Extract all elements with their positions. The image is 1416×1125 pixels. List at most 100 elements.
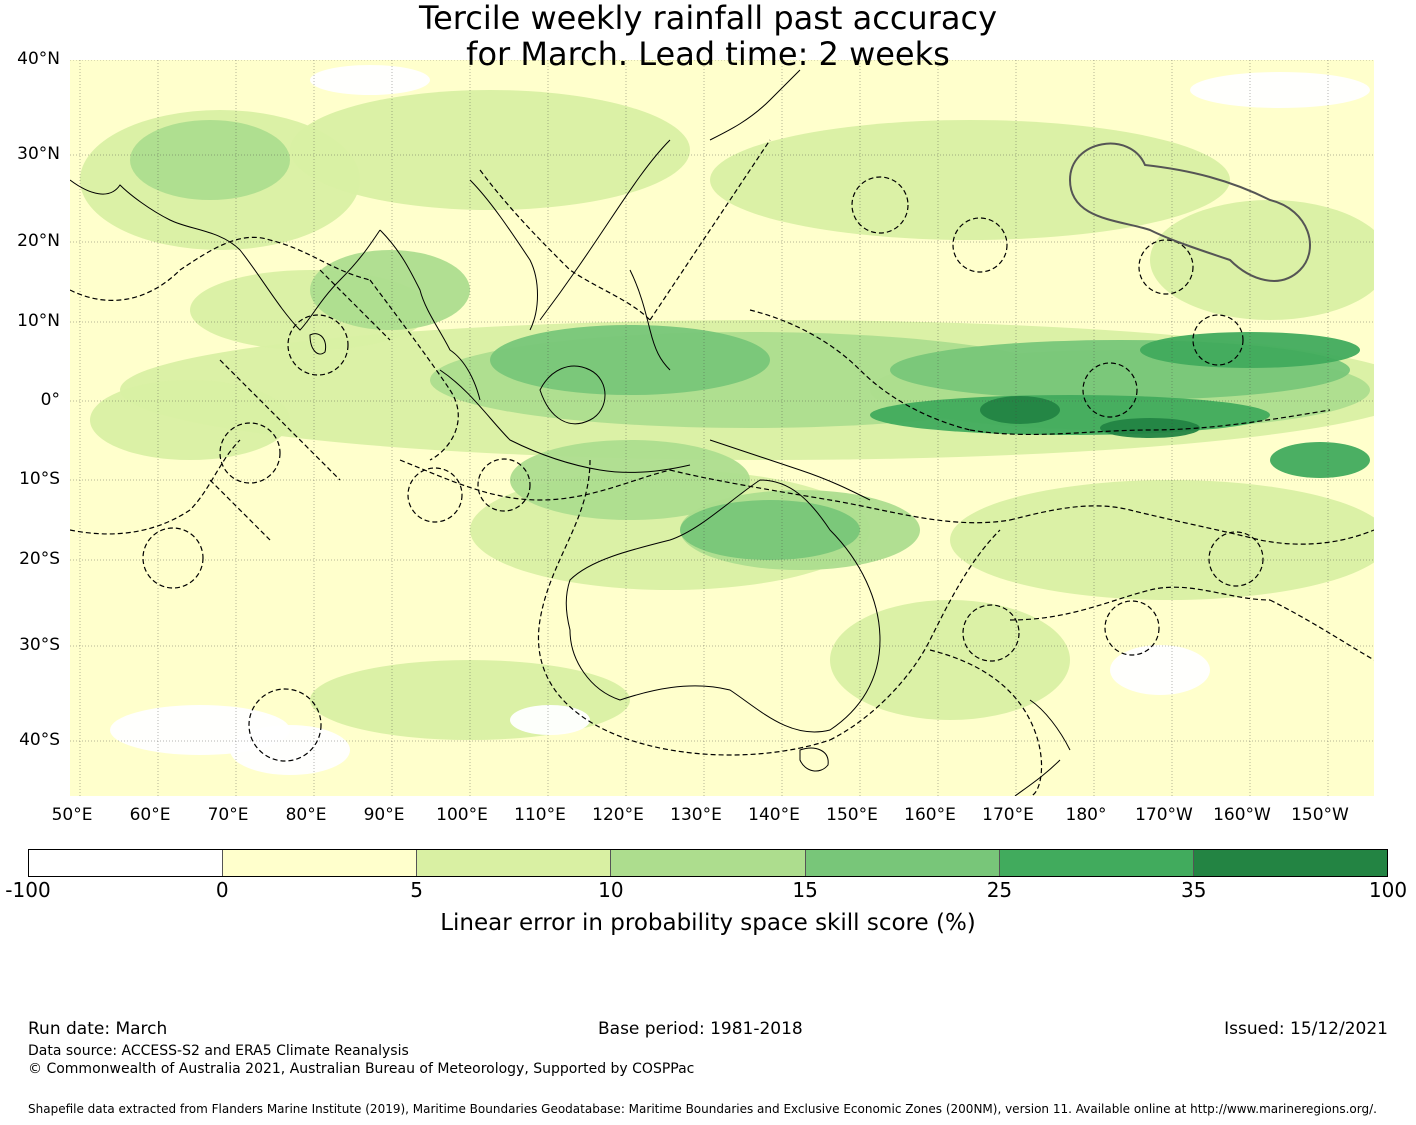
lat-label: 40°N [17,49,60,69]
data-source: Data source: ACCESS-S2 and ERA5 Climate … [28,1043,409,1059]
coastline [629,269,671,371]
eez-boundary [962,604,1020,662]
skill-region [1110,645,1210,695]
lon-label: 170°E [982,805,1034,825]
skill-region [510,440,750,520]
colorbar-tick-label: -100 [5,878,51,902]
skill-region [950,480,1374,600]
colorbar-segment [611,850,806,876]
lat-label: 30°S [19,635,60,655]
colorbar-segment [417,850,612,876]
skill-region [130,120,290,200]
skill-region [510,705,590,735]
colorbar-segment [223,850,418,876]
skill-region [230,725,350,775]
eez-boundary [952,217,1008,273]
skill-region [90,380,290,460]
eez-boundary [1082,362,1138,418]
eez-boundary [142,527,204,589]
coastline [439,369,691,473]
skill-region [980,396,1060,424]
eez-boundary [319,269,391,341]
eez-boundaries [70,139,1374,796]
eez-boundary [851,176,909,234]
eez-boundary [70,236,371,301]
coastline [1014,699,1071,796]
skill-score-field [80,65,1374,775]
skill-map [70,60,1374,796]
eez-boundary [1138,239,1194,295]
eez-boundary [369,279,459,461]
skill-region [1140,332,1360,368]
issued-date: Issued: 15/12/2021 [1224,1019,1388,1039]
colorbar-tick-label: 100 [1368,878,1408,902]
coastline [539,139,671,321]
skill-map-svg [70,60,1374,796]
eez-boundary [248,688,322,762]
eez-boundary [1009,505,1374,545]
skill-region [1270,442,1370,478]
skill-region [490,325,770,395]
colorbar-tick-label: 35 [1180,878,1207,902]
lat-label: 10°N [17,311,60,331]
eez-boundary [70,439,241,535]
copyright: © Commonwealth of Australia 2021, Austra… [28,1061,695,1077]
eez-boundary [649,139,771,321]
base-period: Base period: 1981-2018 [598,1019,803,1039]
lat-label: 20°N [17,231,60,251]
colorbar-tick-label: 5 [410,878,423,902]
eez-boundary [287,314,349,376]
skill-region [1190,72,1370,108]
coastline [379,229,481,401]
skill-region [290,90,690,210]
eez-boundary [669,469,1011,524]
eez-boundary [399,459,671,501]
lat-label: 30°N [17,144,60,164]
lon-label: 150°E [826,805,878,825]
skill-region [710,120,1230,240]
colorbar-tick-label: 15 [792,878,818,902]
lon-label: 80°E [285,805,327,825]
skill-region [310,250,470,330]
eez-boundary [407,467,463,523]
run-date: Run date: March [28,1019,168,1039]
lon-label: 70°E [207,805,249,825]
coastline [309,333,327,355]
eez-boundary [1269,599,1374,661]
skill-region [830,600,1070,720]
lon-label: 100°E [436,805,488,825]
lat-label: 0° [40,390,60,410]
lat-label: 10°S [19,469,60,489]
coastline [70,179,381,331]
colorbar-segment [999,850,1194,876]
colorbar-label: Linear error in probability space skill … [440,910,976,936]
lon-label: 50°E [51,805,93,825]
lat-label: 20°S [19,549,60,569]
eez-boundary [1192,314,1244,366]
title-line-1: Tercile weekly rainfall past accuracy [418,0,997,37]
coastline [799,747,829,772]
lon-label: 180° [1065,805,1107,825]
lon-label: 120°E [592,805,644,825]
coastline [469,179,538,331]
graticule [70,60,1374,796]
skill-region [310,65,430,95]
lon-label: 170°W [1135,805,1193,825]
eez-boundary [1208,531,1264,587]
coastline [565,479,881,733]
coastline [709,439,871,501]
lon-label: 60°E [129,805,171,825]
shapefile-credit: Shapefile data extracted from Flanders M… [28,1102,1377,1116]
eez-boundary [479,169,651,321]
lat-label: 40°S [19,730,60,750]
eez-boundary [1009,586,1271,621]
colorbar-segment [805,850,1000,876]
colorbar-tick-label: 0 [215,878,229,902]
colorbar-tick-label: 25 [986,878,1013,902]
coastline [539,365,606,425]
colorbar-segment [1193,850,1387,876]
lon-label: 160°E [904,805,956,825]
lon-label: 110°E [514,805,566,825]
highlight-outline [1068,142,1311,282]
eez-boundary [219,359,341,481]
